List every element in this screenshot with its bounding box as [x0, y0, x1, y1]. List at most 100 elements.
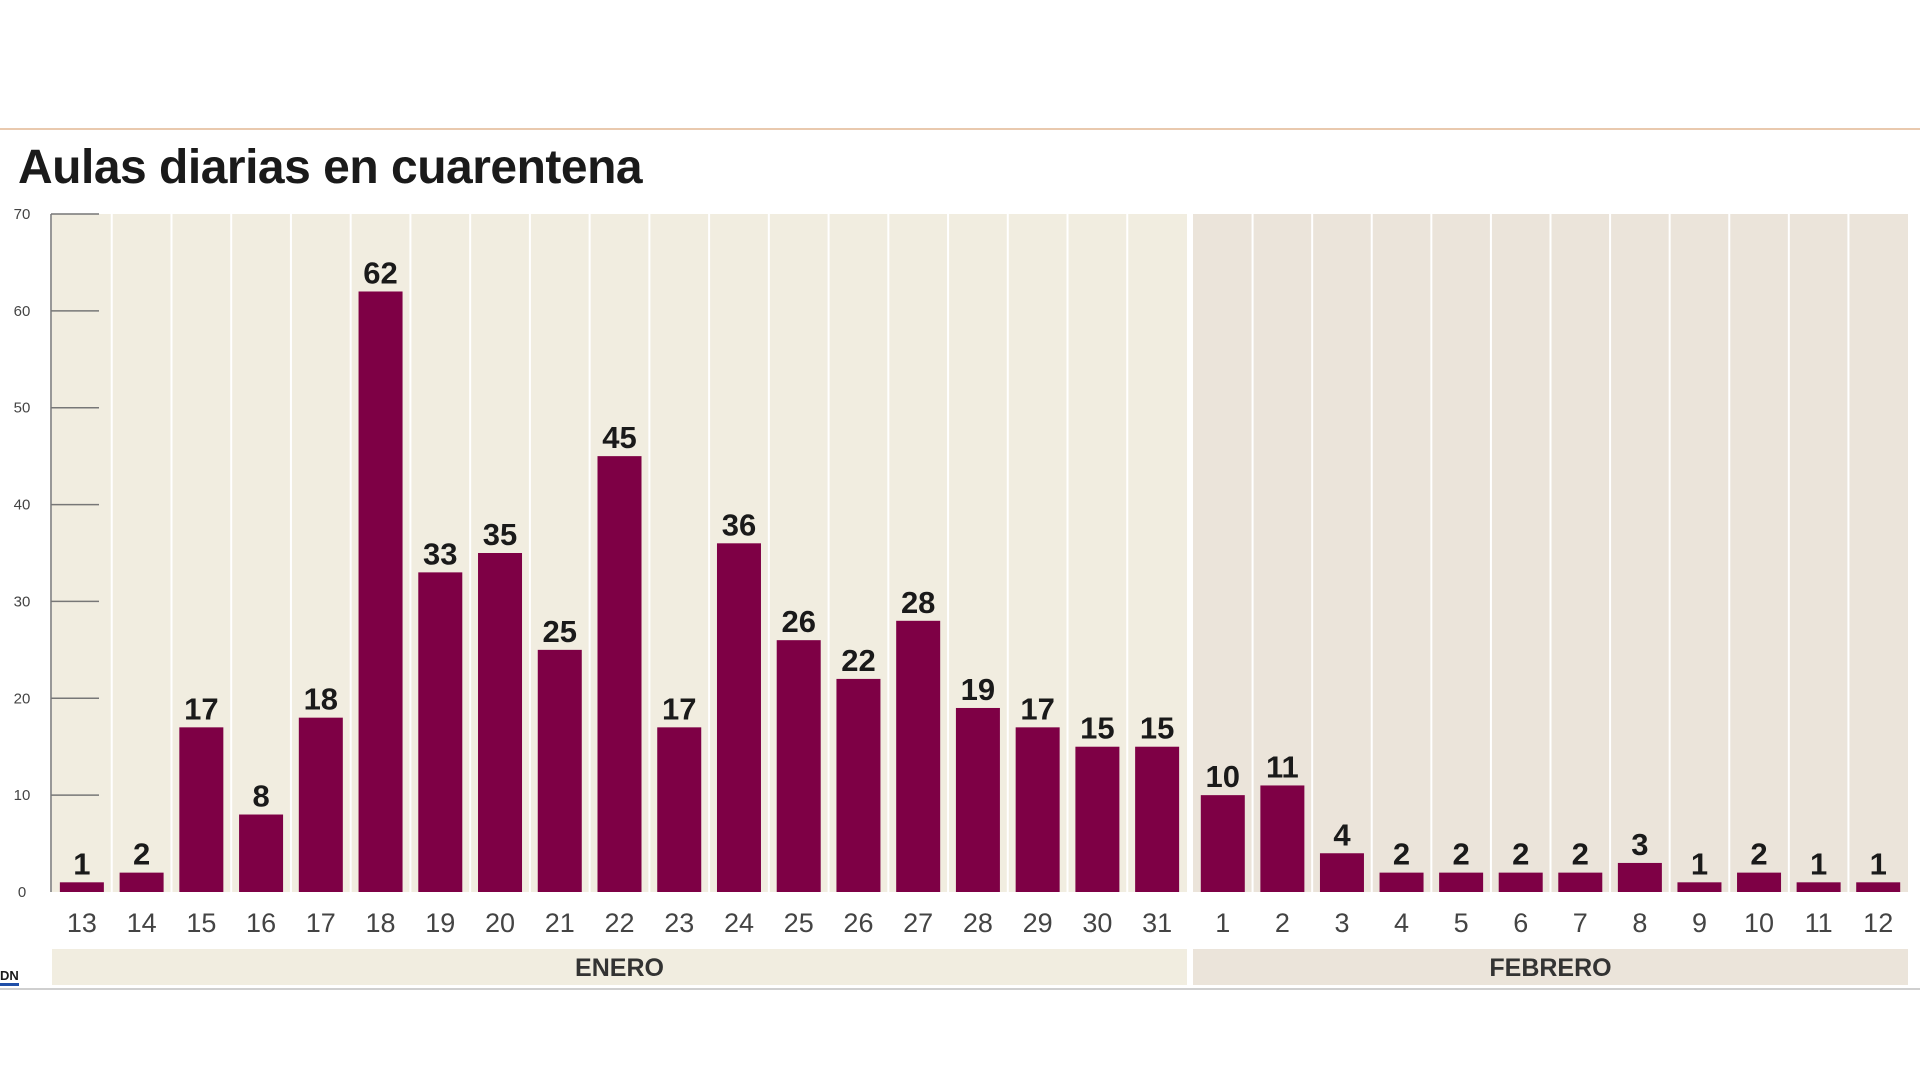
x-tick-label: 5	[1454, 908, 1469, 938]
bar-value-label: 2	[1453, 837, 1470, 872]
x-tick-label: 11	[1805, 908, 1833, 938]
publisher-logo: DN	[0, 969, 19, 986]
x-tick-label: 8	[1632, 908, 1647, 938]
bar-value-label: 2	[1750, 837, 1767, 872]
x-tick-label: 16	[246, 908, 276, 938]
month-band-february	[1193, 949, 1908, 985]
bar	[1260, 785, 1305, 892]
y-tick-label: 20	[14, 690, 31, 707]
month-label-february: FEBRERO	[1489, 954, 1611, 982]
month-band-january	[52, 949, 1187, 985]
bar-value-label: 2	[133, 837, 150, 872]
x-tick-label: 10	[1744, 908, 1774, 938]
x-tick-label: 17	[306, 908, 336, 938]
bar-chart: 0102030405060701132141715816181762183319…	[0, 206, 1920, 990]
bar	[1015, 727, 1060, 892]
x-tick-label: 2	[1275, 908, 1290, 938]
bar	[358, 291, 403, 892]
bar-value-label: 17	[662, 691, 696, 726]
bar-value-label: 17	[1020, 691, 1054, 726]
y-tick-label: 60	[14, 303, 31, 320]
y-tick-label: 70	[14, 206, 31, 223]
y-tick-label: 50	[14, 400, 31, 417]
bar	[1200, 795, 1245, 892]
bar-value-label: 35	[483, 517, 517, 552]
top-rule	[0, 128, 1920, 130]
bar-value-label: 2	[1572, 837, 1589, 872]
y-tick-label: 40	[14, 497, 31, 514]
bar	[657, 727, 702, 892]
x-tick-label: 21	[545, 908, 575, 938]
bar-value-label: 10	[1206, 759, 1240, 794]
bar-value-label: 22	[841, 643, 875, 678]
x-tick-label: 24	[724, 908, 754, 938]
x-tick-label: 9	[1692, 908, 1707, 938]
x-tick-label: 30	[1082, 908, 1112, 938]
bar	[537, 649, 582, 892]
bar	[955, 707, 1000, 892]
bar	[478, 553, 523, 892]
bar	[418, 572, 463, 892]
bar	[59, 882, 104, 892]
bar-value-label: 8	[252, 779, 269, 814]
bar	[1677, 882, 1722, 892]
bar-value-label: 33	[423, 536, 457, 571]
bar-value-label: 15	[1140, 711, 1174, 746]
bar-value-label: 19	[961, 672, 995, 707]
bar	[1439, 872, 1484, 892]
x-tick-label: 20	[485, 908, 515, 938]
x-tick-label: 6	[1513, 908, 1528, 938]
bar	[1796, 882, 1841, 892]
bar-value-label: 62	[363, 255, 397, 290]
y-tick-label: 10	[14, 787, 31, 804]
bar-value-label: 1	[1691, 846, 1708, 881]
bar	[716, 543, 761, 892]
x-tick-label: 25	[784, 908, 814, 938]
x-tick-label: 28	[963, 908, 993, 938]
bar-value-label: 26	[781, 604, 815, 639]
x-tick-label: 29	[1023, 908, 1053, 938]
x-tick-label: 23	[664, 908, 694, 938]
bar	[1075, 746, 1120, 892]
bar	[179, 727, 224, 892]
bar-value-label: 36	[722, 507, 756, 542]
bar	[1617, 862, 1662, 892]
bar-value-label: 15	[1080, 711, 1114, 746]
x-tick-label: 18	[366, 908, 396, 938]
bar	[119, 872, 164, 892]
x-tick-label: 1	[1215, 908, 1230, 938]
bar	[597, 456, 642, 892]
bar-value-label: 4	[1333, 817, 1351, 852]
bar-value-label: 1	[1870, 846, 1887, 881]
chart-title: Aulas diarias en cuarentena	[18, 141, 643, 194]
x-tick-label: 27	[903, 908, 933, 938]
bar-value-label: 1	[1810, 846, 1827, 881]
y-tick-label: 30	[14, 593, 31, 610]
bar	[239, 814, 284, 892]
x-tick-label: 12	[1863, 908, 1893, 938]
bar	[1498, 872, 1543, 892]
bar	[298, 717, 343, 892]
x-tick-label: 4	[1394, 908, 1409, 938]
bar-value-label: 25	[543, 614, 577, 649]
bar-value-label: 11	[1266, 749, 1299, 784]
bar-value-label: 17	[184, 691, 218, 726]
x-tick-label: 7	[1573, 908, 1588, 938]
x-tick-label: 31	[1142, 908, 1172, 938]
bar-value-label: 2	[1393, 837, 1410, 872]
bar-value-label: 1	[73, 846, 90, 881]
bar	[1319, 853, 1364, 892]
bar-value-label: 18	[304, 682, 338, 717]
x-tick-label: 15	[186, 908, 216, 938]
bar-value-label: 2	[1512, 837, 1529, 872]
bar-value-label: 28	[901, 585, 935, 620]
x-tick-label: 19	[425, 908, 455, 938]
bar	[1856, 882, 1901, 892]
month-label-january: ENERO	[575, 954, 664, 982]
x-tick-label: 3	[1334, 908, 1349, 938]
bar-value-label: 3	[1631, 827, 1648, 862]
x-tick-label: 26	[843, 908, 873, 938]
bar	[1558, 872, 1603, 892]
bar	[836, 678, 881, 892]
x-tick-label: 22	[604, 908, 634, 938]
